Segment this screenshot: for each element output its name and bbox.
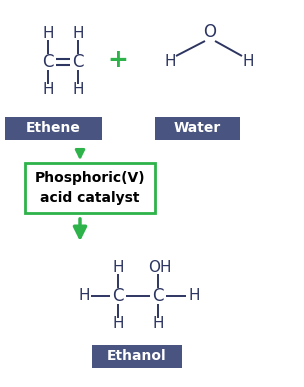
Text: O: O — [203, 23, 216, 41]
FancyBboxPatch shape — [92, 345, 182, 368]
Text: H: H — [188, 288, 200, 303]
FancyBboxPatch shape — [25, 163, 155, 213]
Text: Ethene: Ethene — [26, 122, 81, 135]
Text: H: H — [152, 317, 164, 332]
Text: H: H — [42, 26, 54, 41]
Text: H: H — [78, 288, 90, 303]
Text: Ethanol: Ethanol — [107, 349, 167, 363]
Text: H: H — [112, 317, 124, 332]
FancyBboxPatch shape — [155, 117, 240, 140]
Text: C: C — [152, 287, 164, 305]
Text: OH: OH — [148, 260, 172, 276]
Text: H: H — [72, 82, 84, 98]
Text: H: H — [42, 82, 54, 98]
Text: C: C — [72, 53, 84, 71]
Text: Water: Water — [174, 122, 221, 135]
Text: H: H — [112, 260, 124, 276]
Text: C: C — [42, 53, 54, 71]
Text: C: C — [112, 287, 124, 305]
Text: H: H — [242, 55, 254, 70]
Text: +: + — [108, 48, 128, 72]
Text: H: H — [72, 26, 84, 41]
Text: H: H — [164, 55, 176, 70]
Text: Phosphoric(V)
acid catalyst: Phosphoric(V) acid catalyst — [35, 171, 145, 205]
FancyBboxPatch shape — [5, 117, 102, 140]
